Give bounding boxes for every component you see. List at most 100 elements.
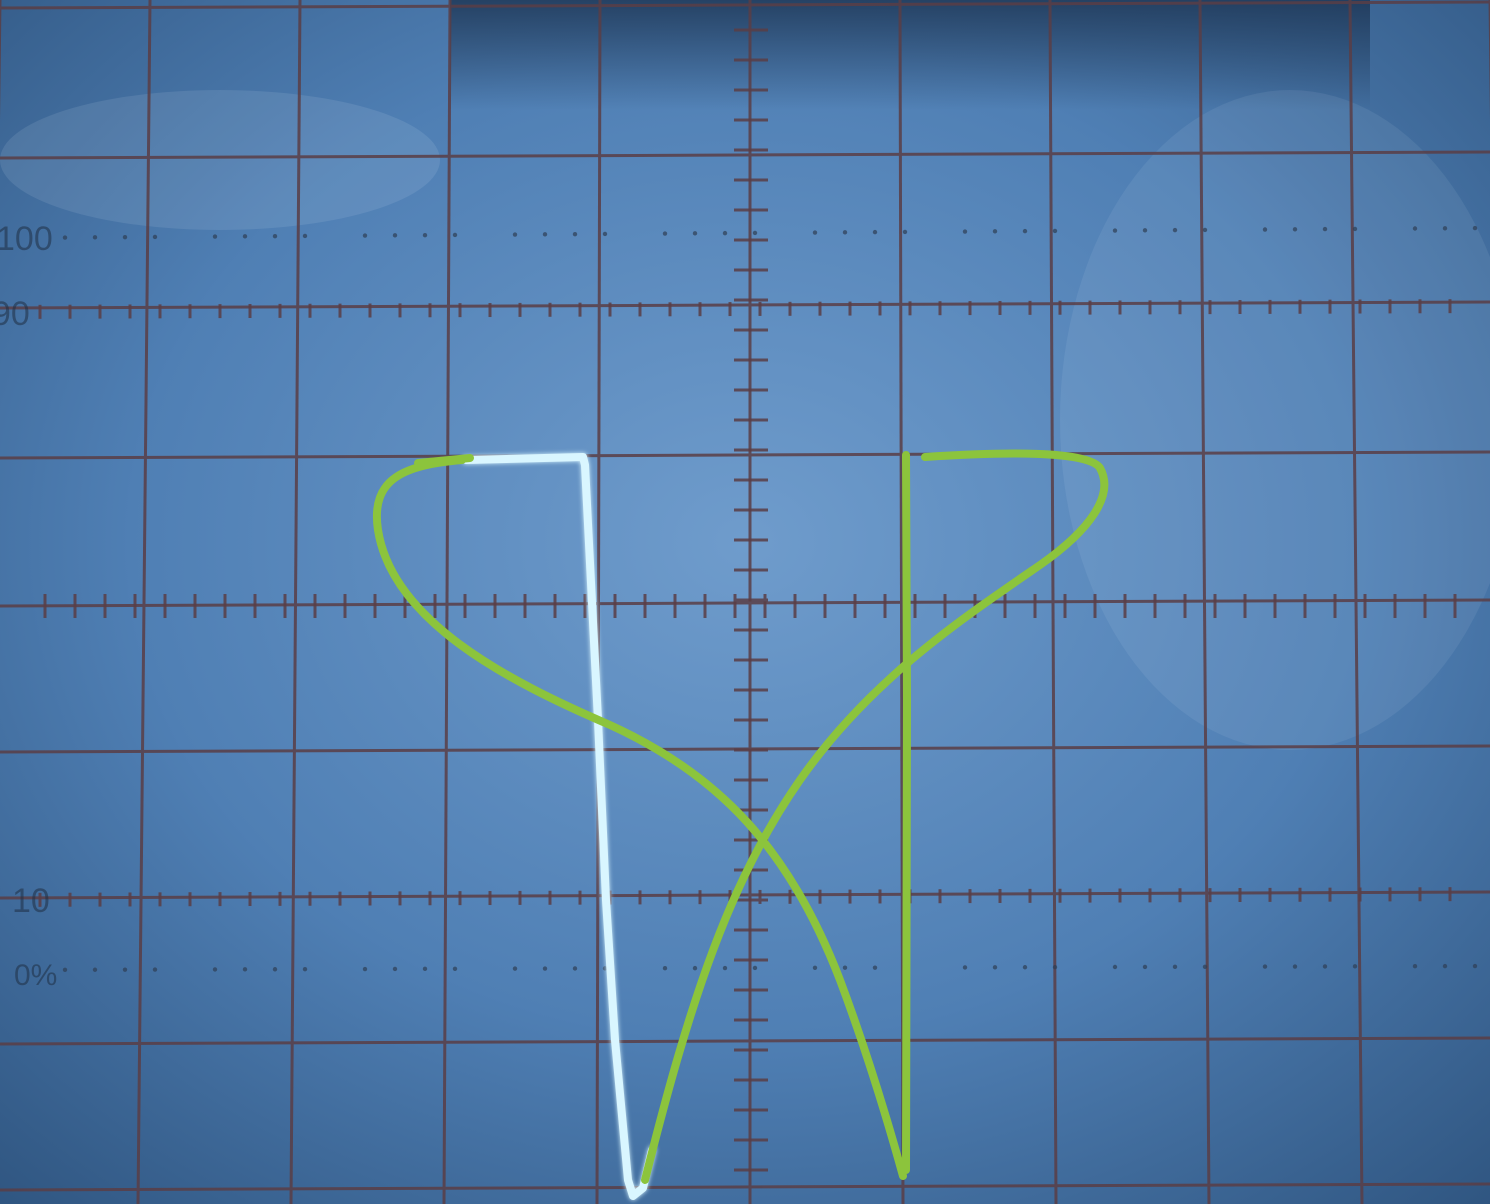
reference-dot <box>362 966 368 972</box>
grid-horizontal-line <box>0 1036 1490 1046</box>
reference-dot <box>1142 228 1148 233</box>
reference-dot <box>872 229 878 235</box>
label-100: 100 <box>0 220 53 258</box>
reference-dot <box>302 966 308 972</box>
reference-dot <box>122 967 128 972</box>
reference-dot <box>842 965 848 970</box>
reference-dot <box>122 234 128 240</box>
reference-dot <box>542 232 548 237</box>
reference-dot <box>1262 964 1268 969</box>
reference-dot <box>1202 964 1208 969</box>
reference-dot <box>1322 226 1328 232</box>
reference-dot <box>422 966 428 972</box>
reference-dot <box>272 967 278 972</box>
reference-dot <box>242 967 248 972</box>
annotation-right-loop <box>641 449 1109 1184</box>
reference-dot <box>1262 227 1268 232</box>
reference-dot <box>1352 226 1358 232</box>
grid-horizontal-line <box>0 300 1490 310</box>
reference-dot <box>692 231 698 236</box>
reference-dot <box>1172 964 1178 970</box>
grid-vertical-line <box>595 0 602 1204</box>
grid-vertical-line <box>289 0 302 1204</box>
reference-dot <box>662 231 668 236</box>
reference-dot <box>362 233 368 238</box>
reference-dot <box>512 966 518 971</box>
reference-dot <box>1052 964 1058 970</box>
reference-dot <box>62 235 68 240</box>
reference-dot <box>572 966 578 971</box>
grid-horizontal-line <box>0 890 1490 900</box>
label-90: 90 <box>0 295 30 333</box>
reference-dot <box>872 965 878 970</box>
reference-dot <box>992 965 998 970</box>
reference-dot <box>602 231 608 237</box>
reference-dot <box>1412 964 1418 969</box>
reference-dot <box>1322 964 1328 969</box>
green-annotation <box>372 449 1109 1184</box>
reference-dot <box>1052 228 1058 234</box>
reference-dot <box>1112 964 1118 970</box>
grid-vertical-line <box>442 0 452 1204</box>
reference-dot <box>1352 964 1358 969</box>
reference-dot <box>452 966 458 971</box>
reference-dot <box>422 232 428 238</box>
reference-dot <box>1442 226 1448 231</box>
reference-dot <box>602 966 608 971</box>
reference-dot <box>1172 227 1178 233</box>
reference-dot <box>542 966 548 971</box>
reference-dot <box>452 232 458 238</box>
grid-horizontal-line <box>0 450 1490 460</box>
reference-dot <box>962 229 968 234</box>
reflection-left <box>0 90 440 230</box>
reference-dot <box>1472 225 1478 231</box>
reference-dot <box>812 230 818 235</box>
grid-vertical-line <box>136 0 152 1204</box>
graticule-ticks <box>38 28 1457 1172</box>
reference-dot <box>1292 964 1298 969</box>
reference-dot <box>1412 226 1418 231</box>
annotation-right-vertical <box>902 451 911 1174</box>
glare-shadow <box>450 0 1370 110</box>
reference-dot <box>902 229 908 235</box>
reference-dot <box>752 965 758 971</box>
reference-dot <box>392 966 398 972</box>
reference-dot <box>212 967 218 972</box>
grid-horizontal-line <box>0 598 1490 608</box>
reference-dot <box>752 230 758 236</box>
reference-dot <box>992 229 998 234</box>
scope-trace <box>462 453 656 1200</box>
grid-horizontal-line <box>0 150 1490 160</box>
reference-dot <box>392 233 398 238</box>
reference-dot <box>812 965 818 971</box>
reference-dot <box>1112 228 1118 233</box>
reflection-right <box>1060 90 1490 750</box>
reference-dot <box>962 965 968 970</box>
reference-dot <box>302 233 308 239</box>
reference-dot <box>1022 228 1028 234</box>
reference-dot <box>722 230 728 236</box>
reference-dot <box>92 235 98 240</box>
reference-dot <box>1022 965 1028 970</box>
reference-dot <box>512 232 518 237</box>
label-10: 10 <box>12 882 50 920</box>
annotation-top-left-bar <box>414 454 474 467</box>
reference-dot <box>1442 963 1448 969</box>
reference-dot <box>62 967 68 973</box>
reference-dot <box>1472 963 1478 969</box>
reference-dot <box>842 230 848 235</box>
reference-dot <box>692 965 698 971</box>
reference-dot <box>242 234 248 239</box>
reference-dot <box>1292 227 1298 232</box>
reference-dot <box>152 234 158 240</box>
reference-dot <box>212 234 218 239</box>
reference-dot <box>92 967 98 972</box>
grid-horizontal-line <box>0 1182 1490 1192</box>
grid-horizontal-line <box>0 0 1490 10</box>
reference-dot <box>572 231 578 237</box>
reference-dot <box>152 967 158 972</box>
reference-dot <box>722 965 728 971</box>
annotation-left-loop <box>372 456 907 1180</box>
reference-dot <box>662 966 668 971</box>
reference-dot <box>272 233 278 239</box>
